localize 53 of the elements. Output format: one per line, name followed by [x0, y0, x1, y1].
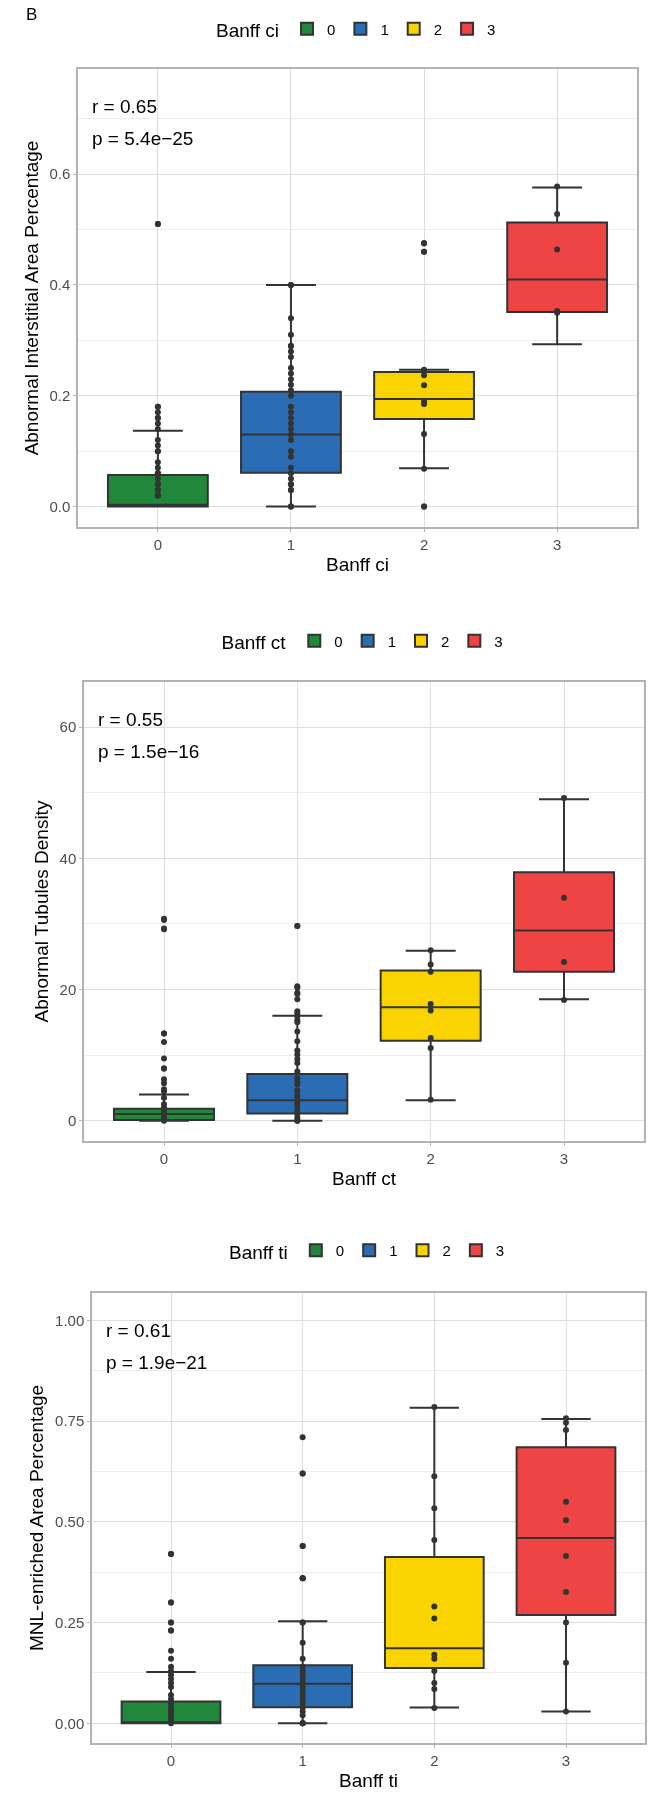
x-tick-label: 2: [426, 1149, 435, 1167]
x-axis-title: Banff ci: [325, 554, 390, 576]
x-axis-title: Banff ct: [331, 1168, 397, 1190]
annotation: r = 0.65: [92, 96, 157, 117]
legend-label: 0: [334, 632, 343, 650]
legend-label: 3: [495, 1242, 505, 1260]
x-tick-label: 0: [153, 535, 163, 553]
annotation: r = 0.55: [98, 709, 163, 730]
legend-label: 1: [389, 1242, 398, 1260]
legend-label: 1: [380, 20, 389, 38]
x-tick-label: 1: [298, 1751, 307, 1769]
y-tick-label: 1.00: [55, 1311, 85, 1329]
y-tick-label: 0.4: [49, 276, 71, 294]
annotation: p = 1.5e−16: [98, 741, 200, 762]
y-axis-title: Abnormal Interstitial Area Percentage: [20, 140, 42, 456]
x-tick-label: 3: [552, 535, 562, 553]
x-tick-label: 2: [419, 535, 429, 553]
x-tick-label: 2: [430, 1751, 439, 1769]
y-tick-label: 0.25: [55, 1613, 85, 1631]
legend-title: Banff ci: [216, 20, 280, 42]
legend-label: 3: [494, 632, 503, 650]
x-tick-label: 0: [159, 1149, 169, 1167]
legend-title: Banff ct: [221, 632, 287, 654]
y-tick-label: 0.75: [55, 1412, 85, 1430]
legend-label: 2: [440, 632, 450, 650]
y-axis-title: Abnormal Tubules Density: [30, 800, 52, 1023]
annotation: r = 0.61: [106, 1320, 171, 1341]
y-tick-label: 0.6: [49, 165, 71, 183]
y-tick-label: 20: [59, 980, 77, 998]
y-tick-label: 0.00: [55, 1714, 85, 1732]
x-tick-label: 3: [559, 1149, 569, 1167]
annotation: p = 1.9e−21: [106, 1352, 208, 1373]
y-tick-label: 0: [67, 1111, 77, 1129]
legend-label: 2: [442, 1242, 451, 1260]
annotation: p = 5.4e−25: [92, 128, 194, 149]
x-axis-title: Banff ti: [339, 1770, 398, 1792]
legend-label: 1: [387, 632, 396, 650]
x-tick-label: 1: [286, 535, 296, 553]
x-tick-label: 3: [561, 1751, 571, 1769]
y-axis-title: MNL-enriched Area Percentage: [26, 1384, 48, 1652]
legend-title: Banff ti: [229, 1241, 288, 1263]
legend-label: 0: [327, 20, 336, 38]
legend-label: 3: [487, 20, 496, 38]
y-tick-label: 60: [59, 718, 77, 736]
y-tick-label: 0.50: [55, 1513, 85, 1531]
y-tick-label: 0.0: [49, 497, 71, 515]
chart-title: B: [26, 4, 38, 24]
y-tick-label: 0.2: [49, 387, 71, 404]
legend-label: 0: [335, 1242, 345, 1260]
x-tick-label: 1: [293, 1149, 302, 1167]
x-tick-label: 0: [166, 1751, 176, 1769]
legend-label: 2: [433, 20, 443, 38]
y-tick-label: 40: [59, 849, 77, 867]
